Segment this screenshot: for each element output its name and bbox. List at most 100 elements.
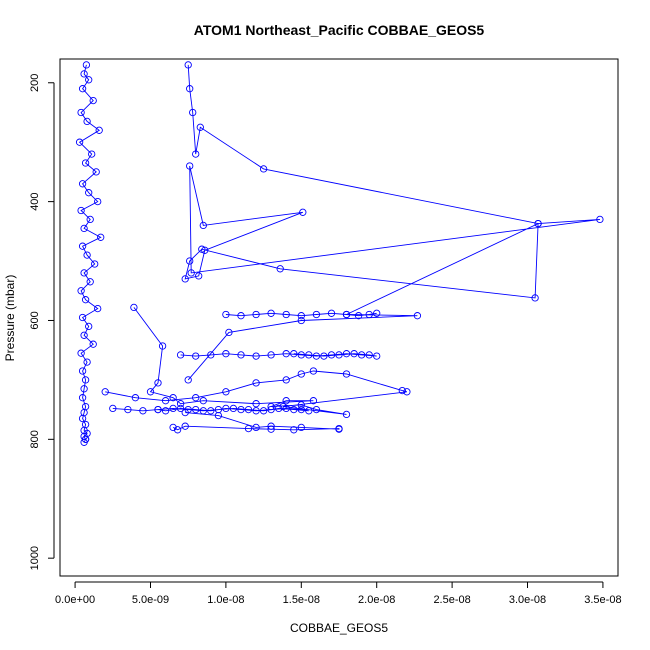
x-tick-label: 1.5e-08 — [283, 594, 320, 606]
data-point — [154, 405, 162, 414]
data-point — [354, 312, 363, 320]
data-point — [297, 351, 305, 359]
data-point — [161, 397, 170, 405]
data-point — [237, 351, 245, 359]
data-point — [83, 358, 91, 366]
data-point — [403, 388, 411, 396]
data-point — [139, 407, 147, 415]
data-point — [95, 126, 103, 134]
data-point — [297, 370, 305, 378]
data-point — [181, 422, 189, 430]
data-point — [131, 394, 140, 402]
data-point — [350, 350, 358, 358]
x-tick-label: 1.0e-08 — [207, 594, 244, 606]
data-point — [207, 351, 215, 359]
data-point — [365, 310, 373, 319]
series-line — [78, 64, 102, 443]
data-point — [78, 180, 87, 188]
data-point — [309, 397, 318, 405]
data-point — [78, 242, 87, 250]
data-point — [86, 278, 94, 286]
data-point — [192, 150, 200, 158]
data-point — [312, 310, 321, 319]
y-tick-label: 800 — [29, 430, 41, 448]
data-point — [124, 405, 132, 414]
data-point — [186, 85, 194, 93]
x-tick-label: 2.5e-08 — [433, 594, 470, 606]
data-point — [199, 221, 207, 230]
series-line — [180, 353, 377, 357]
data-point — [77, 206, 85, 215]
data-point — [192, 394, 200, 402]
data-point — [94, 304, 102, 313]
data-point — [531, 294, 539, 302]
data-point — [89, 96, 97, 105]
data-point — [267, 405, 275, 414]
data-point — [237, 405, 245, 414]
data-point — [327, 351, 336, 359]
data-point — [398, 386, 406, 395]
data-point — [80, 70, 88, 78]
data-point — [176, 400, 185, 408]
y-tick-label: 200 — [29, 74, 41, 92]
data-point — [78, 367, 87, 375]
data-point — [97, 233, 105, 241]
data-point — [81, 296, 90, 304]
data-point — [252, 352, 260, 360]
data-point — [365, 351, 373, 359]
data-point — [146, 388, 155, 396]
data-point — [596, 215, 604, 224]
data-point — [199, 397, 207, 405]
data-point — [187, 269, 195, 277]
y-tick-label: 600 — [29, 311, 41, 329]
data-point — [259, 407, 268, 415]
data-point — [305, 351, 313, 359]
data-point — [80, 224, 88, 233]
data-point — [201, 246, 209, 254]
data-point — [77, 108, 85, 117]
data-point — [192, 405, 200, 414]
data-point — [81, 435, 90, 443]
data-point — [81, 376, 90, 384]
data-point — [299, 208, 307, 216]
data-point — [184, 61, 192, 69]
data-point — [312, 405, 321, 414]
data-point — [282, 404, 290, 413]
data-point — [85, 322, 93, 331]
data-point — [267, 351, 275, 359]
data-point — [305, 407, 313, 415]
data-point — [252, 379, 260, 387]
data-point — [89, 340, 97, 348]
plot-area — [75, 61, 604, 446]
data-point — [189, 108, 197, 117]
data-point — [335, 425, 343, 433]
data-point — [78, 313, 87, 322]
data-point — [282, 376, 290, 384]
data-point — [244, 424, 253, 433]
data-point — [244, 405, 253, 414]
data-point — [373, 352, 381, 360]
data-point — [130, 303, 138, 312]
data-point — [267, 425, 275, 433]
x-tick-label: 3.0e-08 — [509, 594, 546, 606]
data-point — [81, 159, 90, 167]
data-point — [252, 407, 260, 415]
y-tick-label: 1000 — [29, 546, 41, 570]
data-point — [83, 117, 91, 126]
data-point — [186, 257, 194, 265]
data-point — [222, 350, 230, 358]
data-point — [297, 312, 305, 320]
data-point — [357, 351, 366, 359]
series-line — [225, 312, 377, 317]
x-tick-label: 2.0e-08 — [358, 594, 395, 606]
data-point — [181, 275, 189, 283]
y-axis-label: Pressure (mbar) — [3, 275, 17, 362]
data-point — [327, 309, 336, 317]
data-point — [282, 397, 290, 405]
series-line — [172, 412, 340, 431]
data-point — [373, 309, 381, 317]
axes: 0.0e+00 5.0e-09 1.0e-08 1.5e-08 2.0e-08 2.5e-… — [29, 74, 622, 606]
series-line — [112, 407, 309, 412]
